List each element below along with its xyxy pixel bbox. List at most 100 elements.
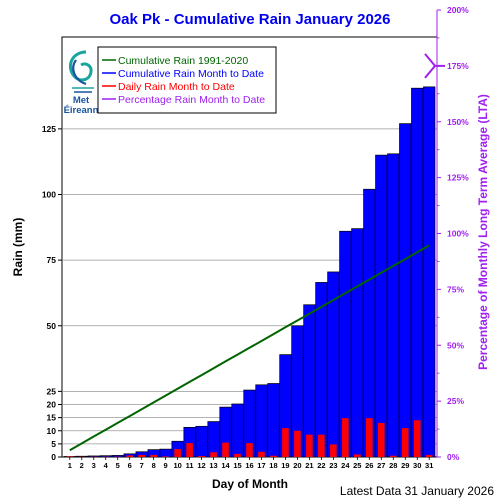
x-tick-label-18: 18 xyxy=(269,461,277,470)
daily-bar-day-24 xyxy=(342,418,349,457)
x-tick-label-31: 31 xyxy=(425,461,433,470)
y-tick-label-100: 100 xyxy=(42,190,56,200)
cumulative-bar-day-27 xyxy=(375,154,388,458)
daily-bar-day-23 xyxy=(330,444,337,457)
daily-bar-day-27 xyxy=(377,422,385,457)
x-tick-label-21: 21 xyxy=(305,461,313,470)
daily-bar-day-8 xyxy=(150,454,157,457)
x-tick-label-29: 29 xyxy=(401,461,409,470)
y-axis-left-ticks: 0 5 10 15 20 25 50 75 100 125 xyxy=(42,124,62,462)
y-tick-label-15: 15 xyxy=(47,413,57,423)
x-tick-label-16: 16 xyxy=(245,461,253,470)
x-tick-label-23: 23 xyxy=(329,461,337,470)
x-tick-label-1: 1 xyxy=(68,461,72,470)
y-tick-label-125: 125 xyxy=(42,124,56,134)
x-tick-label-2: 2 xyxy=(80,461,84,470)
cumulative-bars xyxy=(63,86,436,458)
x-tick-label-17: 17 xyxy=(257,461,265,470)
x-tick-label-11: 11 xyxy=(186,461,194,470)
x-tick-label-22: 22 xyxy=(317,461,325,470)
y2-tick-label-0: 0% xyxy=(447,452,460,462)
legend-entry-daily: Daily Rain Month to Date xyxy=(118,81,235,93)
y2-tick-label-175: 175% xyxy=(447,61,469,71)
cumulative-bar-day-26 xyxy=(363,188,376,458)
x-tick-label-24: 24 xyxy=(341,461,350,470)
daily-bar-day-1 xyxy=(66,456,74,457)
cumulative-bar-day-9 xyxy=(159,448,172,458)
x-tick-label-20: 20 xyxy=(293,461,301,470)
lta-line xyxy=(69,244,430,452)
daily-bar-day-25 xyxy=(354,454,361,457)
daily-bar-day-20 xyxy=(294,430,301,457)
y-tick-label-75: 75 xyxy=(47,255,57,265)
met-eireann-logo: Met Éireann xyxy=(64,50,99,116)
x-tick-label-10: 10 xyxy=(173,461,181,470)
daily-bar-day-31 xyxy=(425,454,433,457)
daily-bar-day-28 xyxy=(389,455,397,457)
x-tick-label-27: 27 xyxy=(377,461,385,470)
cumulative-bar-day-29 xyxy=(399,123,412,458)
daily-bar-day-12 xyxy=(198,455,205,457)
daily-bar-day-9 xyxy=(162,456,169,457)
logo-line2: Éireann xyxy=(64,105,99,116)
x-tick-label-14: 14 xyxy=(221,461,230,470)
x-tick-label-26: 26 xyxy=(365,461,373,470)
daily-bar-day-7 xyxy=(138,454,145,457)
cumulative-bar-day-30 xyxy=(411,87,424,458)
cumulative-bar-day-25 xyxy=(351,228,364,458)
x-tick-label-19: 19 xyxy=(281,461,289,470)
daily-bar-day-19 xyxy=(282,428,289,457)
x-tick-label-5: 5 xyxy=(116,461,120,470)
daily-bars xyxy=(66,418,433,457)
x-axis-ticks: 1 2 3 4 5 6 7 8 9 10 11 12 13 14 15 16 17 18 19 20 21 22 23 24 2… xyxy=(68,457,433,470)
x-tick-label-30: 30 xyxy=(413,461,421,470)
y2-tick-label-50: 50% xyxy=(447,340,464,350)
daily-bar-day-15 xyxy=(234,453,241,457)
x-tick-label-7: 7 xyxy=(140,461,144,470)
x-tick-label-13: 13 xyxy=(209,461,217,470)
met-eireann-swirl-icon xyxy=(69,50,94,93)
y-axis-right-ticks: 0% 25% 50% 75% 100% 125% 150% 175% 200% xyxy=(437,5,469,462)
cumulative-bar-day-31 xyxy=(423,86,436,458)
y2-axis-label: Percentage of Monthly Long Term Average … xyxy=(476,94,490,370)
x-tick-label-4: 4 xyxy=(104,461,109,470)
legend-entry-lta: Cumulative Rain 1991-2020 xyxy=(118,55,248,67)
cumulative-bar-day-15 xyxy=(231,403,244,458)
x-tick-label-15: 15 xyxy=(233,461,241,470)
y2-tick-label-200: 200% xyxy=(447,5,469,15)
daily-bar-day-29 xyxy=(401,428,409,457)
logo-line1: Met xyxy=(73,95,90,106)
x-tick-label-8: 8 xyxy=(152,461,156,470)
x-tick-label-28: 28 xyxy=(389,461,397,470)
daily-bar-day-16 xyxy=(246,443,253,457)
daily-bar-day-17 xyxy=(258,451,265,457)
daily-bar-day-14 xyxy=(222,442,229,457)
y2-tick-label-125: 125% xyxy=(447,173,469,183)
legend: Cumulative Rain 1991-2020 Cumulative Rai… xyxy=(97,46,277,114)
cumulative-bar-day-18 xyxy=(267,383,280,458)
y2-tick-label-75: 75% xyxy=(447,284,464,294)
x-tick-label-25: 25 xyxy=(353,461,361,470)
legend-entry-cumulative: Cumulative Rain Month to Date xyxy=(118,68,264,80)
y-tick-label-5: 5 xyxy=(51,439,56,449)
daily-bar-day-6 xyxy=(126,455,133,457)
lta-cumulative-line xyxy=(69,244,430,452)
y2-tick-label-150: 150% xyxy=(447,117,469,127)
y-tick-label-0: 0 xyxy=(51,452,56,462)
y-axis-label: Rain (mm) xyxy=(11,218,25,277)
y-tick-label-25: 25 xyxy=(47,386,57,396)
cumulative-bar-day-28 xyxy=(387,153,400,458)
daily-bar-day-22 xyxy=(318,434,325,457)
cumulative-bar-day-13 xyxy=(207,421,220,458)
y2-tick-label-25: 25% xyxy=(447,396,464,406)
legend-entry-percentage: Percentage Rain Month to Date xyxy=(118,94,265,106)
y-tick-label-50: 50 xyxy=(47,321,57,331)
chart-title: Oak Pk - Cumulative Rain January 2026 xyxy=(110,11,391,28)
x-tick-label-9: 9 xyxy=(164,461,168,470)
cumulative-bar-day-12 xyxy=(195,425,208,458)
x-tick-label-12: 12 xyxy=(197,461,205,470)
daily-bar-day-13 xyxy=(210,452,217,457)
daily-bar-day-18 xyxy=(270,455,277,457)
daily-bar-day-21 xyxy=(306,434,313,457)
